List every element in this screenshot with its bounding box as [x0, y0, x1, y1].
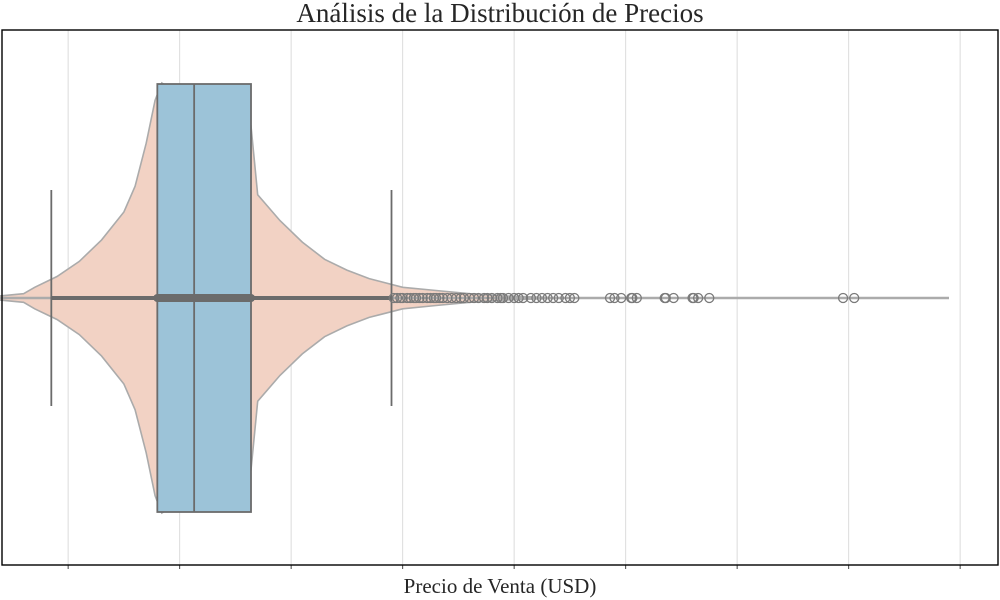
outlier-point: [410, 292, 422, 304]
outlier-point: [553, 292, 564, 304]
outlier-point: [417, 292, 428, 304]
outlier-point: [660, 292, 671, 304]
outlier-point: [704, 292, 715, 304]
outlier-point: [569, 292, 580, 304]
outlier-point: [451, 292, 462, 304]
outlier-point: [517, 292, 529, 304]
outlier-point: [430, 292, 442, 304]
outlier-point: [478, 292, 490, 304]
outlier-layer: [388, 292, 860, 304]
outlier-point: [397, 292, 408, 304]
outlier-point: [609, 292, 620, 304]
outlier-point: [503, 292, 514, 304]
outlier-point: [849, 292, 860, 304]
outlier-point: [497, 292, 509, 304]
outlier-point: [391, 292, 403, 304]
outlier-point: [564, 292, 576, 304]
outlier-point: [616, 292, 627, 304]
outlier-point: [531, 292, 542, 304]
outlier-point: [604, 292, 616, 304]
outlier-point: [542, 292, 553, 304]
outlier-point: [668, 292, 679, 304]
outlier-point: [536, 292, 548, 304]
outlier-point: [627, 292, 638, 304]
outlier-point: [468, 292, 480, 304]
outlier-point: [414, 292, 425, 304]
x-axis-label: Precio de Venta (USD): [403, 574, 597, 598]
outlier-point: [482, 292, 493, 304]
outlier-point: [492, 292, 503, 304]
outlier-point: [434, 292, 445, 304]
box-layer: [50, 83, 393, 513]
outlier-point: [631, 292, 642, 304]
outlier-point: [548, 292, 559, 304]
outlier-point: [837, 292, 849, 304]
outlier-point: [513, 292, 524, 304]
outlier-point: [688, 292, 699, 304]
plot-frame: [1, 29, 999, 566]
outlier-point: [525, 292, 537, 304]
chart-title: Análisis de la Distribución de Precios: [296, 0, 704, 28]
outlier-point: [458, 292, 470, 304]
outlier-point: [692, 292, 704, 304]
